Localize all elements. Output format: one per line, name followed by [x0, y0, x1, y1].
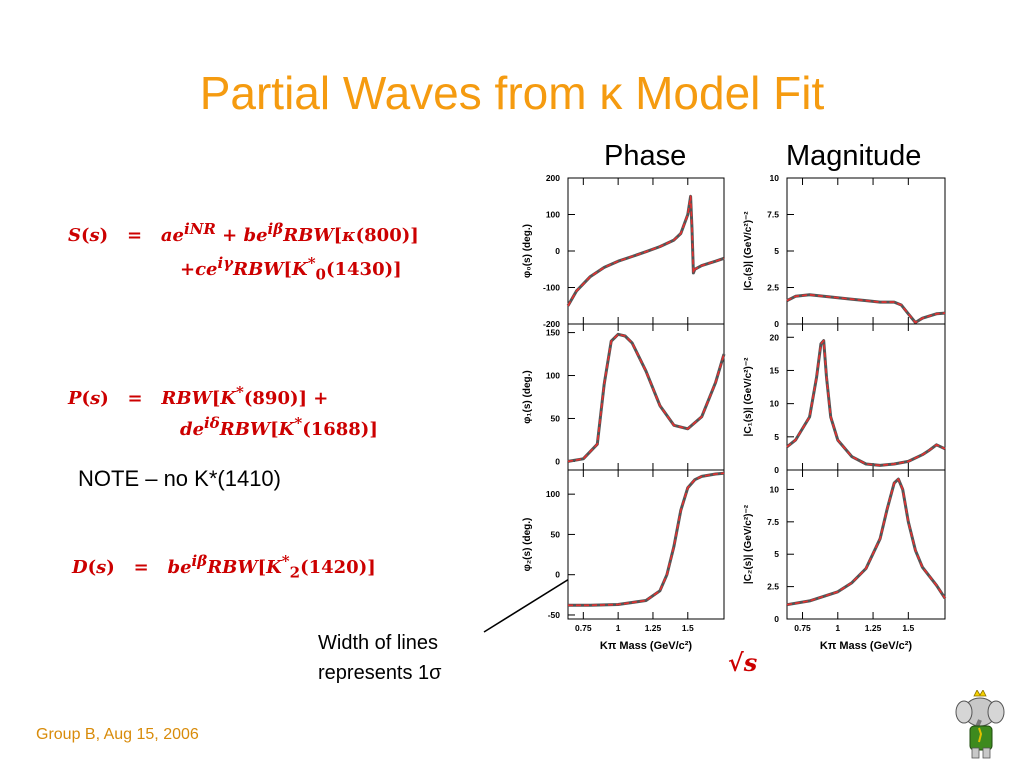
y-tick-label: 0 [555, 570, 560, 580]
y-axis-label: φ₂(s) (deg.) [522, 518, 533, 572]
y-tick-label: 10 [770, 173, 780, 183]
plot-frame [786, 469, 946, 620]
y-axis-label: |C₀(s)| (GeV/c²)⁻² [743, 211, 754, 291]
width-annotation-line1: Width of lines [318, 632, 439, 654]
footer-text: Group B, Aug 15, 2006 [36, 726, 199, 743]
y-tick-label: 2.5 [767, 283, 779, 293]
slide-title: Partial Waves from κ Model Fit [199, 67, 825, 119]
fit-central-curve [568, 472, 725, 607]
x-tick-label: 1.5 [682, 623, 694, 633]
y-tick-label: 150 [546, 328, 560, 338]
x-tick-label: 1.5 [902, 623, 914, 633]
fit-central-curve [567, 195, 725, 307]
y-tick-label: 50 [551, 413, 561, 423]
y-tick-label: 15 [770, 365, 780, 375]
x-tick-label: 1.25 [865, 623, 882, 633]
x-axis-label: Kπ Mass (GeV/c²) [820, 640, 913, 652]
plot-panel-3: 10 7.5 5 2.5 0 |C₀(s)| (GeV/c²)⁻² [743, 173, 946, 329]
x-tick-label: 0.75 [575, 623, 592, 633]
plot-frame [567, 323, 725, 471]
width-annotation-line2: represents 1σ [318, 662, 442, 684]
y-axis-label: φ₀(s) (deg.) [522, 224, 533, 278]
width-annotation: Width of lines represents 1σ [318, 628, 442, 688]
plot-panel-1: 150 100 50 0 φ₁(s) (deg.) [522, 323, 726, 471]
fit-central-curve [786, 339, 946, 467]
y-tick-label: -200 [543, 319, 560, 329]
y-tick-label: 5 [774, 549, 779, 559]
y-axis-label: |C₁(s)| (GeV/c²)⁻² [743, 357, 754, 437]
y-tick-label: 0 [555, 456, 560, 466]
x-tick-label: 1 [616, 623, 621, 633]
x-tick-label: 0.75 [794, 623, 811, 633]
y-tick-label: 2.5 [767, 582, 779, 592]
y-axis-label: |C₂(s)| (GeV/c²)⁻² [743, 504, 754, 584]
y-tick-label: 5 [774, 246, 779, 256]
plot-frame [786, 323, 946, 471]
y-tick-label: 100 [546, 210, 560, 220]
y-tick-label: 0 [774, 465, 779, 475]
y-axis-label: φ₁(s) (deg.) [522, 370, 533, 424]
y-tick-label: 7.5 [767, 210, 779, 220]
y-tick-label: -100 [543, 283, 560, 293]
plot-panel-2: 100 50 0 -50 φ₂(s) (deg.) 0.75 1 1.25 1.5 Kπ Mass… [522, 469, 725, 652]
sqrt-s-label: √s [728, 648, 758, 677]
y-tick-label: 200 [546, 173, 560, 183]
fit-band-curve [567, 332, 726, 463]
y-tick-label: 20 [770, 332, 780, 342]
y-tick-label: -50 [548, 610, 561, 620]
plot-panel-5: 10 7.5 5 2.5 0 |C₂(s)| (GeV/c²)⁻² 0.75 1 1.25 1.5… [743, 469, 947, 652]
p-wave-equation-line2: deiδRBW[K*(1688)] [180, 414, 378, 440]
x-tick-label: 1 [835, 623, 840, 633]
note-text: NOTE – no K*(1410) [78, 466, 281, 491]
x-axis-label: Kπ Mass (GeV/c²) [600, 640, 693, 652]
y-tick-label: 10 [770, 399, 780, 409]
s-wave-equation-line1: S(s) = aeiNR + beiβRBW[κ(800)] [68, 220, 419, 246]
y-tick-label: 5 [774, 432, 779, 442]
y-tick-label: 100 [546, 371, 560, 381]
magnitude-header: Magnitude [786, 140, 922, 172]
plot-frame [567, 469, 725, 620]
phase-header: Phase [604, 140, 687, 172]
y-tick-label: 0 [555, 246, 560, 256]
y-tick-label: 0 [774, 319, 779, 329]
plot-panel-4: 20 15 10 5 0 |C₁(s)| (GeV/c²)⁻² [743, 323, 946, 475]
y-tick-label: 100 [546, 489, 560, 499]
s-wave-equation-line2: +ceiγRBW[K*0(1430)] [180, 254, 402, 284]
p-wave-equation-line1: P(s) = RBW[K*(890)] + [68, 383, 329, 409]
x-tick-label: 1.25 [645, 623, 662, 633]
d-wave-equation: D(s) = beiβRBW[K*2(1420)] [72, 552, 376, 582]
plot-panel-0: 200 100 0 -100 -200 φ₀(s) (deg.) [522, 173, 725, 329]
y-tick-label: 10 [770, 484, 780, 494]
elephant-mascot-icon [955, 690, 1005, 759]
y-tick-label: 0 [774, 614, 779, 624]
fit-central-curve [786, 293, 946, 324]
y-tick-label: 50 [551, 529, 561, 539]
y-tick-label: 7.5 [767, 517, 779, 527]
fit-central-curve [786, 478, 946, 606]
